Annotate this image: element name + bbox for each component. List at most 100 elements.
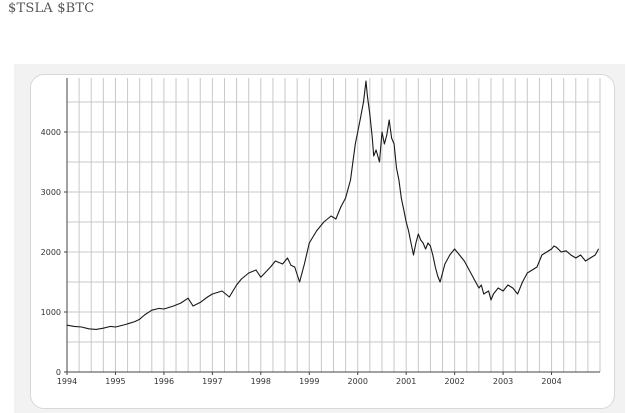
data-point xyxy=(144,314,145,316)
data-point xyxy=(430,245,431,247)
chart-panel: 0 1000 2000 3000 4000 1994 1995 1996 1997 1998 199… xyxy=(30,74,615,409)
data-point xyxy=(415,242,417,244)
data-point xyxy=(536,266,538,268)
x-tick-label: 1997 xyxy=(202,377,222,386)
data-point xyxy=(158,308,160,309)
data-point xyxy=(580,254,581,256)
data-point xyxy=(410,242,412,244)
data-point xyxy=(483,293,485,295)
data-point xyxy=(187,297,189,299)
data-point xyxy=(420,239,422,241)
x-tick-label: 1995 xyxy=(105,377,125,386)
y-tick-label: 1000 xyxy=(41,308,61,317)
data-point xyxy=(81,326,82,328)
data-point xyxy=(373,155,375,157)
x-tick-label: 2003 xyxy=(493,377,513,386)
data-point xyxy=(473,278,475,280)
data-point xyxy=(124,324,126,325)
chart-frame: 0 1000 2000 3000 4000 1994 1995 1996 1997 1998 199… xyxy=(14,64,625,413)
data-point xyxy=(134,321,136,322)
y-tick-label: 3000 xyxy=(41,188,61,197)
data-point xyxy=(522,281,523,283)
data-point xyxy=(88,328,90,330)
data-point xyxy=(207,296,208,298)
y-tick-label: 0 xyxy=(56,368,61,377)
data-point xyxy=(287,257,288,259)
data-point xyxy=(308,242,310,244)
data-point xyxy=(434,266,436,268)
data-point xyxy=(73,326,75,327)
tick-labels: 0 1000 2000 3000 4000 1994 1995 1996 1997 1998 199… xyxy=(41,128,562,386)
data-point xyxy=(468,269,470,271)
data-point xyxy=(359,119,361,121)
data-point xyxy=(463,260,465,262)
data-point xyxy=(151,309,153,311)
data-point xyxy=(408,230,409,232)
data-point xyxy=(199,302,201,303)
data-point xyxy=(517,293,518,295)
data-point xyxy=(480,284,482,286)
data-point xyxy=(115,326,116,328)
data-point xyxy=(551,248,552,250)
x-tick-label: 2004 xyxy=(541,377,561,386)
data-point xyxy=(565,250,567,252)
data-point xyxy=(449,254,451,256)
data-point xyxy=(221,290,223,292)
data-point xyxy=(388,119,390,121)
data-point xyxy=(212,293,213,295)
data-point xyxy=(304,263,305,265)
data-point xyxy=(371,137,373,139)
data-point xyxy=(598,248,599,250)
data-point xyxy=(427,242,429,244)
data-point xyxy=(173,305,175,307)
data-point xyxy=(396,167,397,169)
data-point xyxy=(454,248,455,250)
data-point xyxy=(507,284,509,286)
data-point xyxy=(379,161,380,163)
data-point xyxy=(386,134,388,136)
data-point xyxy=(417,233,419,235)
data-point xyxy=(400,197,402,199)
data-point xyxy=(393,143,395,145)
y-tick-label: 4000 xyxy=(41,128,61,137)
y-tick-label: 2000 xyxy=(41,248,61,257)
x-tick-label: 2000 xyxy=(348,377,368,386)
data-point xyxy=(369,113,371,115)
data-point xyxy=(526,272,528,274)
data-point xyxy=(553,245,555,247)
chart-axes xyxy=(64,78,600,375)
data-point xyxy=(241,278,242,280)
data-point xyxy=(236,284,238,286)
data-point xyxy=(139,318,141,320)
x-tick-label: 1996 xyxy=(154,377,174,386)
data-point xyxy=(367,95,368,97)
data-point xyxy=(381,131,383,133)
data-point xyxy=(335,218,337,220)
data-point xyxy=(531,269,533,271)
data-point xyxy=(282,263,283,265)
data-point xyxy=(255,269,257,271)
x-tick-label: 1994 xyxy=(57,377,77,386)
series-line xyxy=(66,80,599,330)
data-point xyxy=(432,254,434,256)
data-point xyxy=(490,299,492,301)
data-point xyxy=(316,230,317,232)
data-point xyxy=(110,326,111,327)
data-point xyxy=(260,276,262,278)
data-point xyxy=(228,296,230,298)
data-point xyxy=(354,143,356,145)
x-tick-label: 2001 xyxy=(396,377,416,386)
data-point xyxy=(478,287,480,289)
data-point xyxy=(575,257,577,259)
data-point xyxy=(541,254,543,256)
data-point xyxy=(442,272,443,274)
data-point xyxy=(391,137,392,139)
data-point xyxy=(365,80,367,82)
x-tick-label: 1999 xyxy=(299,377,319,386)
series-group xyxy=(66,80,599,330)
data-point xyxy=(422,242,424,244)
data-point xyxy=(497,287,499,289)
data-point xyxy=(425,248,426,250)
grid-lines xyxy=(66,78,601,372)
data-point xyxy=(102,327,104,329)
